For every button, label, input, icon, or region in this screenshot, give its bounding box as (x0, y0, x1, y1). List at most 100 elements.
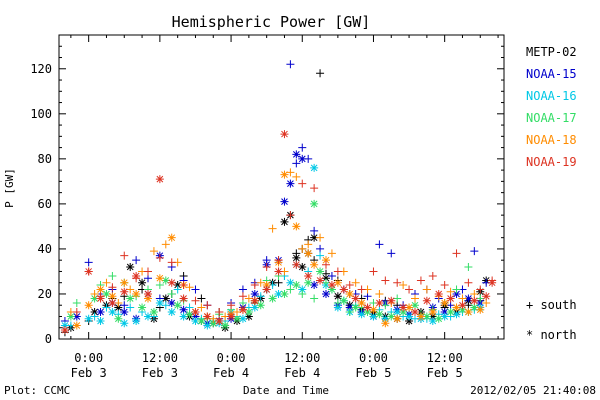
north-point (244, 307, 253, 316)
north-point (191, 312, 200, 321)
north-point (292, 222, 301, 231)
north-point (114, 303, 123, 312)
south-point (357, 285, 366, 294)
north-point (399, 303, 408, 312)
north-point (345, 303, 354, 312)
legend-entry: NOAA-18 (526, 133, 577, 147)
north-point (144, 294, 152, 303)
north-point (191, 307, 200, 316)
south-point (304, 240, 313, 249)
north-point (244, 312, 253, 321)
north-point (292, 260, 301, 269)
south-point (197, 294, 206, 303)
north-point (357, 298, 366, 307)
x-tick-time-label: 12:00 (142, 351, 178, 365)
south-point (333, 267, 342, 276)
north-point (227, 312, 236, 321)
south-point (393, 278, 402, 287)
north-point (221, 321, 230, 330)
south-point (167, 289, 176, 298)
north-point (72, 312, 81, 321)
south-point (298, 143, 307, 152)
south-point (227, 301, 236, 310)
south-point (209, 314, 218, 323)
north-point (185, 310, 194, 319)
north-point (280, 289, 289, 298)
north-point (167, 233, 176, 242)
south-point (292, 172, 301, 181)
plot-area (58, 34, 505, 340)
south-point (405, 285, 414, 294)
north-point (268, 294, 277, 303)
north-point (405, 303, 414, 312)
south-point (286, 168, 295, 177)
south-point (345, 307, 354, 316)
south-point (167, 258, 176, 267)
south-point (90, 289, 99, 298)
north-point (411, 307, 419, 316)
x-tick-time-label: 0:00 (217, 351, 246, 365)
south-point (132, 256, 141, 265)
north-point (292, 280, 301, 289)
south-point (72, 298, 81, 307)
y-tick-label: 100 (30, 107, 52, 121)
north-point (476, 298, 485, 307)
y-tick-label: 60 (38, 197, 52, 211)
north-point (434, 289, 443, 298)
north-point (470, 303, 479, 312)
south-point (369, 267, 378, 276)
north-point (161, 276, 170, 285)
north-point (126, 262, 135, 271)
legend-entry: NOAA-19 (526, 155, 577, 169)
north-point (66, 312, 75, 321)
north-point (90, 307, 99, 316)
north-point (470, 296, 479, 305)
north-point (464, 294, 473, 303)
north-point (476, 305, 485, 314)
north-point (274, 289, 283, 298)
marker-legend-entry: + south (526, 298, 577, 312)
north-point (250, 303, 259, 312)
north-point (132, 271, 141, 280)
south-point (363, 292, 372, 301)
north-point (60, 325, 69, 334)
south-point (191, 285, 200, 294)
north-point (167, 298, 176, 307)
x-tick-date-label: Feb 5 (355, 366, 391, 380)
legend-entry: NOAA-17 (526, 111, 577, 125)
north-point (161, 294, 170, 303)
north-point (84, 267, 93, 276)
north-point (298, 262, 307, 271)
north-point (173, 280, 182, 289)
north-point (233, 314, 241, 323)
north-point (238, 314, 247, 323)
series-legend: METP-02 NOAA-15 NOAA-16 NOAA-17 NOAA-18 NOAA-… (526, 45, 577, 169)
north-point (375, 298, 384, 307)
south-point (72, 307, 81, 316)
south-point (126, 285, 135, 294)
north-point (250, 289, 259, 298)
north-point (488, 278, 497, 287)
south-point (292, 159, 301, 168)
north-point (369, 312, 378, 321)
north-point (363, 303, 372, 312)
y-tick-label: 20 (38, 287, 52, 301)
south-point (238, 285, 247, 294)
north-point (369, 305, 378, 314)
timestamp: 2012/02/05 21:40:08 (470, 384, 596, 397)
north-point (381, 314, 390, 323)
south-point (327, 271, 336, 280)
north-point (292, 150, 301, 159)
south-point (233, 307, 241, 316)
south-point (108, 283, 117, 292)
chart-title: Hemispheric Power [GW] (172, 13, 371, 31)
north-point (102, 289, 111, 298)
y-tick-label: 120 (30, 62, 52, 76)
north-point (458, 301, 467, 310)
south-point (120, 251, 129, 260)
north-point (280, 130, 289, 139)
north-point (286, 179, 295, 188)
north-point (298, 154, 307, 163)
north-point (387, 312, 396, 321)
